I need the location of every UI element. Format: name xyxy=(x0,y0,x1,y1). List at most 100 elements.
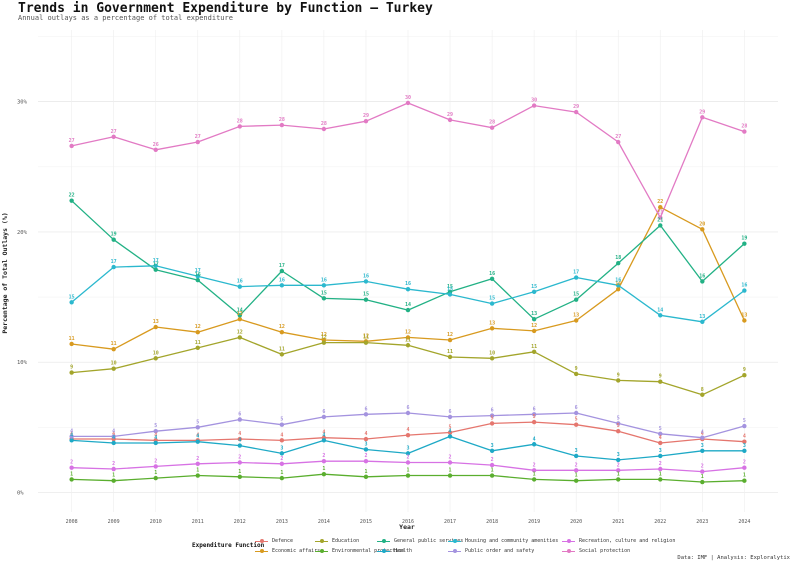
data-point-recreation-culture-and-religion xyxy=(405,460,411,465)
data-label-housing-and-community-amenities: 16 xyxy=(363,273,369,279)
data-label-economic-affairs: 13 xyxy=(741,313,747,319)
data-label-economic-affairs: 13 xyxy=(489,320,495,326)
x-tick-label: 2017 xyxy=(444,519,456,525)
x-tick-label: 2012 xyxy=(234,519,246,525)
data-label-general-public-services: 15 xyxy=(321,290,327,296)
legend-label: Economic affairs xyxy=(272,548,321,554)
data-point-housing-and-community-amenities xyxy=(658,313,663,318)
data-label-health: 4 xyxy=(112,435,115,441)
data-point-housing-and-community-amenities xyxy=(573,275,579,280)
data-point-health xyxy=(700,448,705,453)
data-label-education: 11 xyxy=(447,349,453,355)
data-point-social-protection xyxy=(363,118,369,124)
data-point-economic-affairs xyxy=(700,227,705,232)
data-label-education: 9 xyxy=(617,372,620,378)
data-label-public-order-and-safety: 6 xyxy=(491,408,494,414)
y-tick-label: 0% xyxy=(17,490,24,496)
data-point-economic-affairs xyxy=(111,346,116,352)
chart-title: Trends in Government Expenditure by Func… xyxy=(18,1,433,16)
chart-subtitle: Annual outlays as a percentage of total … xyxy=(18,14,233,22)
y-tick-label: 20% xyxy=(17,230,28,236)
data-point-social-protection xyxy=(531,103,537,108)
data-label-recreation-culture-and-religion: 2 xyxy=(743,460,746,466)
data-label-general-public-services: 19 xyxy=(111,232,117,238)
legend-item-economic-affairs: Economic affairs xyxy=(255,546,320,556)
data-label-social-protection: 30 xyxy=(405,95,411,101)
data-label-defence: 4 xyxy=(364,431,367,437)
data-label-public-order-and-safety: 4 xyxy=(112,428,115,434)
data-point-health xyxy=(531,442,537,447)
data-label-general-public-services: 17 xyxy=(279,263,285,269)
data-point-economic-affairs xyxy=(658,204,663,210)
data-point-environmental-protection xyxy=(447,473,453,478)
data-label-social-protection: 28 xyxy=(237,118,243,124)
data-point-defence xyxy=(447,430,453,435)
data-label-health: 3 xyxy=(617,452,620,458)
data-point-housing-and-community-amenities xyxy=(153,263,158,268)
data-label-public-order-and-safety: 6 xyxy=(322,409,325,415)
x-axis-label: Year xyxy=(399,523,415,531)
data-point-social-protection xyxy=(742,129,747,134)
data-label-social-protection: 26 xyxy=(153,142,159,148)
data-label-public-order-and-safety: 6 xyxy=(364,406,367,412)
data-point-public-order-and-safety xyxy=(742,423,747,429)
legend-title: Expenditure Function xyxy=(192,542,265,549)
data-point-general-public-services xyxy=(573,297,579,302)
data-point-public-order-and-safety xyxy=(489,413,495,418)
data-label-economic-affairs: 13 xyxy=(237,311,243,317)
data-label-recreation-culture-and-religion: 2 xyxy=(280,456,283,462)
data-point-public-order-and-safety xyxy=(153,429,158,434)
data-point-environmental-protection xyxy=(616,477,621,482)
x-tick-label: 2020 xyxy=(570,519,582,525)
data-point-recreation-culture-and-religion xyxy=(489,462,495,468)
data-label-defence: 4 xyxy=(70,431,73,437)
data-label-general-public-services: 14 xyxy=(405,302,411,308)
data-label-social-protection: 27 xyxy=(615,134,621,140)
data-point-health xyxy=(573,453,579,459)
data-point-social-protection xyxy=(153,147,158,153)
data-label-housing-and-community-amenities: 15 xyxy=(531,284,537,290)
data-point-environmental-protection xyxy=(531,477,537,482)
data-label-housing-and-community-amenities: 16 xyxy=(741,283,747,289)
data-point-general-public-services xyxy=(658,223,663,228)
data-label-social-protection: 28 xyxy=(489,120,495,126)
data-label-economic-affairs: 12 xyxy=(279,324,285,330)
data-point-education xyxy=(153,356,158,361)
data-point-recreation-culture-and-religion xyxy=(111,466,116,472)
data-label-public-order-and-safety: 4 xyxy=(70,428,73,434)
legend-label: Education xyxy=(332,538,360,544)
data-point-general-public-services xyxy=(111,237,116,242)
data-label-defence: 5 xyxy=(491,415,494,421)
data-label-social-protection: 28 xyxy=(741,124,747,130)
data-point-economic-affairs xyxy=(195,330,200,335)
data-point-recreation-culture-and-religion xyxy=(616,468,621,473)
data-label-economic-affairs: 12 xyxy=(531,323,537,329)
data-point-social-protection xyxy=(111,134,116,140)
data-point-recreation-culture-and-religion xyxy=(153,464,158,469)
data-point-general-public-services xyxy=(195,277,200,283)
data-point-social-protection xyxy=(616,139,621,145)
data-label-education: 11 xyxy=(531,344,537,350)
data-label-health: 3 xyxy=(364,441,367,447)
data-point-recreation-culture-and-religion xyxy=(69,465,74,470)
data-label-health: 4 xyxy=(322,432,325,438)
data-point-education xyxy=(447,354,453,360)
data-label-environmental-protection: 1 xyxy=(617,471,620,477)
legend-key-icon xyxy=(448,538,461,544)
data-point-general-public-services xyxy=(69,198,74,203)
data-label-social-protection: 29 xyxy=(447,112,453,118)
legend-label: Social protection xyxy=(579,548,631,554)
data-label-education: 12 xyxy=(237,329,243,335)
data-label-education: 10 xyxy=(153,350,159,356)
axes: 0%10%20%30%2008 2009 2010 2011 2012 2013 2014 2… xyxy=(17,100,750,525)
data-label-environmental-protection: 1 xyxy=(70,471,73,477)
data-point-recreation-culture-and-religion xyxy=(700,469,705,474)
data-point-general-public-services xyxy=(700,279,705,284)
data-point-health xyxy=(742,448,747,453)
data-label-public-order-and-safety: 5 xyxy=(154,423,157,429)
data-label-housing-and-community-amenities: 15 xyxy=(489,296,495,302)
data-point-economic-affairs xyxy=(531,328,537,334)
chart-caption: Data: IMF | Analysis: Exploralytix xyxy=(677,555,790,561)
data-point-health xyxy=(237,443,243,448)
data-label-environmental-protection: 1 xyxy=(280,470,283,476)
